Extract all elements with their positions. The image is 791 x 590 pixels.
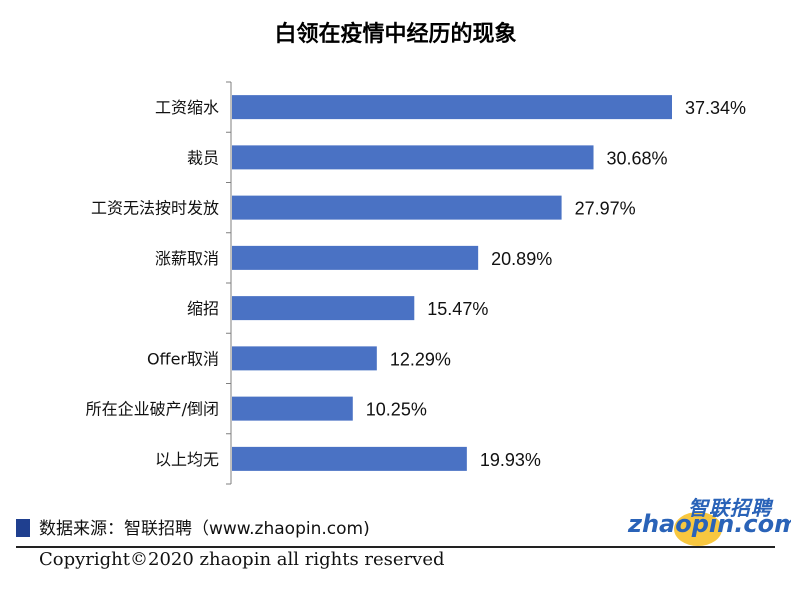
logo-english-text: zhaopin.com (628, 510, 791, 538)
bar-7 (232, 446, 467, 471)
bar-5 (232, 346, 377, 371)
bar-0 (232, 95, 672, 120)
logo-chinese-text: 智联招聘 (688, 496, 772, 520)
data-label: 27.97% (575, 199, 636, 219)
bar-6 (232, 396, 353, 421)
bar-2 (232, 195, 562, 220)
data-label: 15.47% (427, 299, 488, 319)
category-label: 裁员 (187, 148, 219, 167)
category-label: Offer取消 (147, 349, 219, 368)
bar-chart: 工资缩水 37.34% 裁员 30.68% 工资无法按时发放 27.97% 涨薪取消 20.8… (86, 81, 746, 485)
bar-4 (232, 296, 415, 321)
logo-dot-icon (674, 512, 722, 546)
category-label: 所在企业破产/倒闭 (86, 400, 219, 419)
bar-1 (232, 145, 594, 170)
footer-divider (16, 546, 775, 548)
category-label: 工资缩水 (155, 98, 219, 117)
data-label: 10.25% (366, 400, 427, 420)
chart-title: 白领在疫情中经历的现象 (274, 22, 517, 47)
copyright-text: Copyright©2020 zhaopin all rights reserv… (39, 549, 445, 570)
source-marker (16, 519, 30, 537)
data-label: 37.34% (685, 98, 746, 118)
source-note: 数据来源：智联招聘（www.zhaopin.com) (39, 519, 370, 539)
zhaopin-logo: 智联招聘 zhaopin.com (618, 490, 791, 546)
category-label: 以上均无 (155, 450, 219, 469)
category-label: 涨薪取消 (155, 249, 219, 268)
data-label: 30.68% (607, 148, 668, 168)
category-label: 缩招 (187, 299, 219, 318)
data-label: 19.93% (480, 450, 541, 470)
category-label: 工资无法按时发放 (91, 199, 219, 218)
data-label: 12.29% (390, 349, 451, 369)
bar-3 (232, 245, 479, 270)
data-label: 20.89% (491, 249, 552, 269)
